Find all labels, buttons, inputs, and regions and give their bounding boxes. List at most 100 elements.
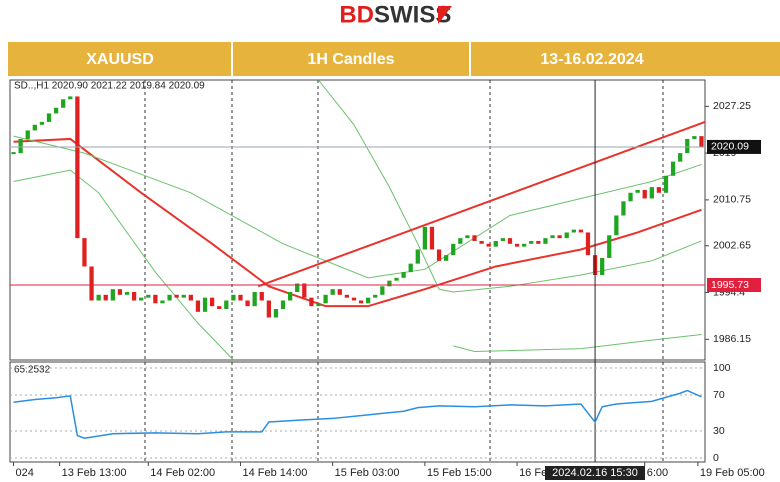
candle <box>465 235 470 239</box>
candle <box>486 243 491 247</box>
line <box>13 169 234 361</box>
candle <box>621 201 626 216</box>
candle <box>110 289 115 301</box>
candle <box>153 294 158 304</box>
candle <box>288 291 293 301</box>
candle <box>167 294 172 301</box>
candle <box>103 294 108 301</box>
candle <box>195 300 201 312</box>
candle <box>436 249 442 261</box>
candle <box>692 136 697 139</box>
candle <box>309 297 314 307</box>
candle <box>11 152 16 155</box>
candle <box>699 136 704 148</box>
candle <box>678 153 683 162</box>
candle <box>628 192 633 202</box>
candle <box>493 240 498 247</box>
candle <box>146 294 151 298</box>
header-item: XAUUSD <box>86 51 154 68</box>
candle <box>571 229 576 233</box>
candle <box>685 138 690 154</box>
candle <box>68 96 73 100</box>
line <box>13 137 702 308</box>
candle <box>124 291 130 295</box>
x-tick-label: 15 Feb 15:00 <box>427 467 492 479</box>
candle <box>209 297 215 307</box>
y-tick-label: 2010.75 <box>713 194 751 206</box>
candle <box>202 297 208 312</box>
candle <box>614 215 619 236</box>
osc-title: 65.2532 <box>14 365 51 376</box>
candle <box>252 291 257 307</box>
y-tick-label: 0 <box>713 452 719 464</box>
y-tick-label: 2027.25 <box>713 100 751 112</box>
candle <box>600 257 605 275</box>
candle <box>380 286 385 295</box>
candle <box>585 232 591 256</box>
candle <box>344 294 349 298</box>
candle <box>188 294 193 301</box>
x-tick-label: 13 Feb 13:00 <box>62 467 127 479</box>
candle <box>507 238 513 244</box>
candle <box>578 229 584 233</box>
candle <box>75 96 80 239</box>
y-tick-label: 70 <box>713 389 725 401</box>
candle <box>564 232 569 239</box>
candle <box>458 238 463 244</box>
candle <box>224 300 229 309</box>
candle <box>131 291 137 301</box>
crosshair-label-bg <box>545 466 645 480</box>
candle <box>25 130 30 139</box>
candle <box>53 107 59 114</box>
x-tick-label: 14 Feb 14:00 <box>242 467 307 479</box>
y-tick-label: 30 <box>713 425 725 437</box>
candle <box>217 306 222 309</box>
candle <box>46 113 52 122</box>
candle <box>231 294 236 301</box>
candle <box>415 249 420 264</box>
candle <box>529 240 534 244</box>
x-tick-label: 16 Feb <box>519 467 553 479</box>
osc-frame <box>9 361 706 463</box>
candle <box>550 235 555 239</box>
candle <box>89 266 94 301</box>
candle <box>607 235 612 258</box>
price-label: 1995.73 <box>711 279 749 291</box>
candle <box>663 175 669 193</box>
candle <box>649 187 654 199</box>
candle <box>174 294 179 298</box>
candle <box>514 243 520 247</box>
candle <box>61 99 66 108</box>
line <box>453 333 702 352</box>
candle <box>266 300 271 318</box>
main-frame <box>9 79 706 361</box>
candle <box>656 187 662 193</box>
candle <box>238 294 243 301</box>
y-tick-label: 2002.65 <box>713 240 751 252</box>
candle <box>323 294 328 304</box>
candle <box>18 138 23 154</box>
candle <box>351 297 357 301</box>
candle <box>522 243 527 247</box>
candle <box>139 297 144 301</box>
candle <box>670 161 676 176</box>
candle <box>32 124 37 131</box>
candle <box>302 283 307 298</box>
header-item: 1H Candles <box>307 51 394 68</box>
candle <box>82 238 87 267</box>
candle <box>500 238 506 241</box>
logo-mark <box>438 6 452 24</box>
candle <box>642 189 647 199</box>
candle <box>373 294 378 298</box>
y-tick-label: 1986.15 <box>713 333 751 345</box>
candle <box>330 289 335 295</box>
line <box>257 121 706 288</box>
candle <box>280 300 286 309</box>
candle <box>444 255 449 261</box>
candle <box>316 303 321 307</box>
x-tick-label: 15 Feb 03:00 <box>335 467 400 479</box>
line <box>13 389 702 440</box>
candle <box>472 235 477 241</box>
